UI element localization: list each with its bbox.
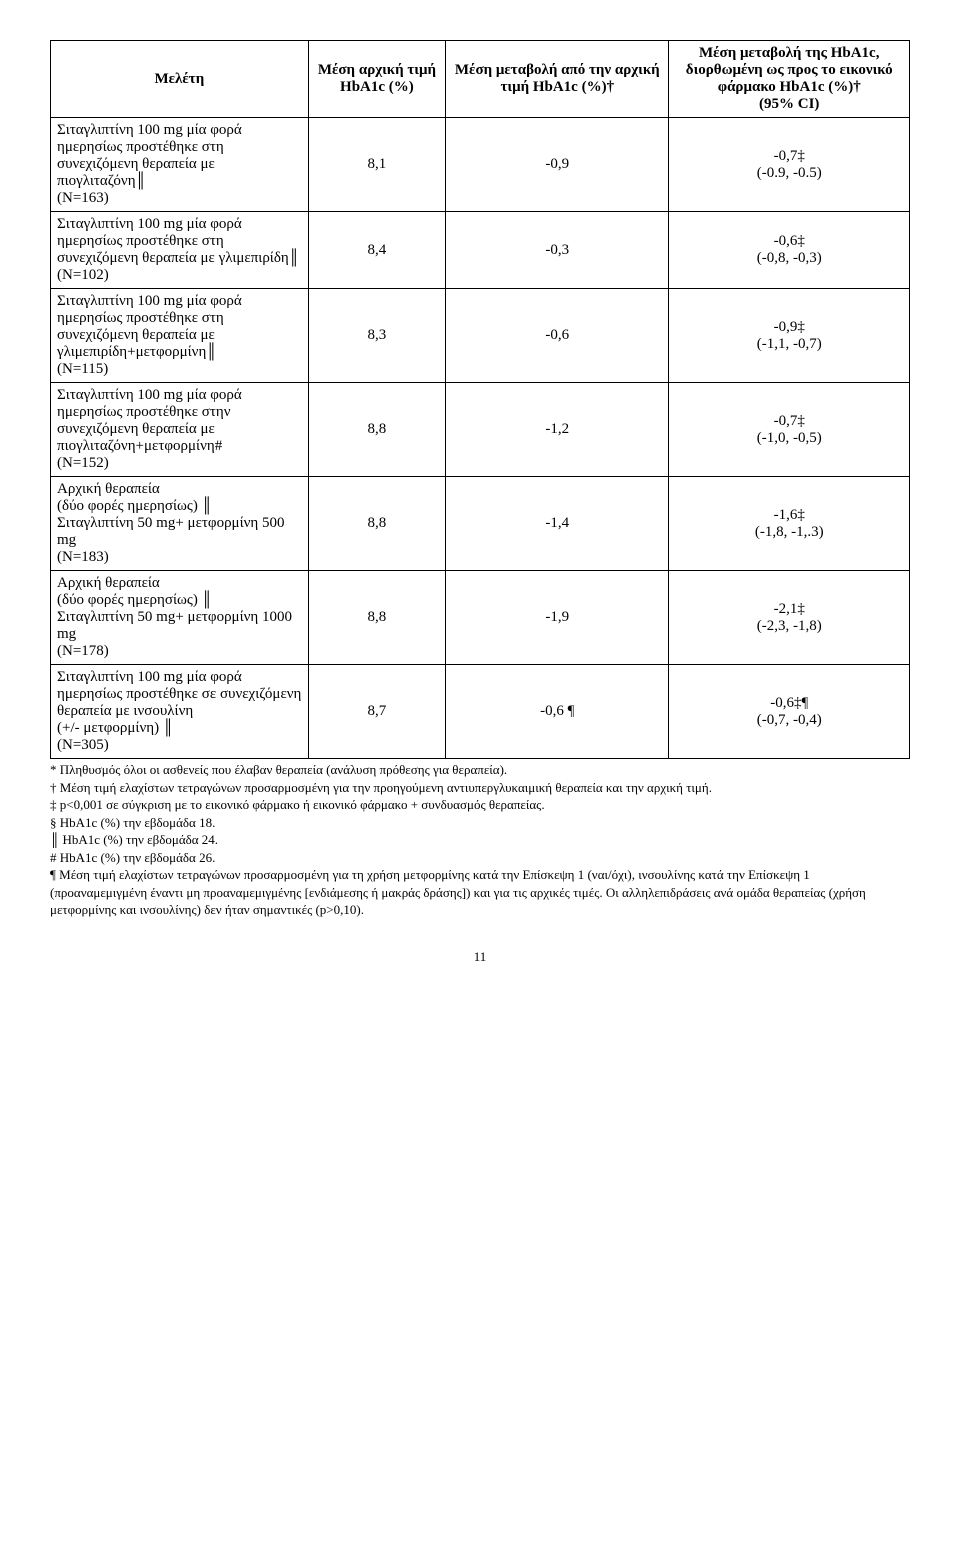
cell-corrected: -0,9‡(-1,1, -0,7) [669,289,910,383]
table-row: Σιταγλιπτίνη 100 mg μία φορά ημερησίως π… [51,665,910,759]
cell-study: Σιταγλιπτίνη 100 mg μία φορά ημερησίως π… [51,118,309,212]
cell-change: -1,4 [446,477,669,571]
page-number: 11 [50,949,910,965]
footnote-line: † Μέση τιμή ελαχίστων τετραγώνων προσαρμ… [50,779,910,797]
cell-study: Σιταγλιπτίνη 100 mg μία φορά ημερησίως π… [51,289,309,383]
table-row: Αρχική θεραπεία(δύο φορές ημερησίως) ║Σι… [51,477,910,571]
cell-change: -0,9 [446,118,669,212]
footnote-line: ║ HbA1c (%) την εβδομάδα 24. [50,831,910,849]
footnote-line: § HbA1c (%) την εβδομάδα 18. [50,814,910,832]
footnote-line: # HbA1c (%) την εβδομάδα 26. [50,849,910,867]
cell-study: Σιταγλιπτίνη 100 mg μία φορά ημερησίως π… [51,212,309,289]
table-row: Σιταγλιπτίνη 100 mg μία φορά ημερησίως π… [51,212,910,289]
table-row: Αρχική θεραπεία(δύο φορές ημερησίως) ║Σι… [51,571,910,665]
cell-baseline: 8,8 [308,477,445,571]
col-corrected-l1: Μέση μεταβολή της HbA1c, διορθωμένη ως π… [686,45,893,95]
cell-baseline: 8,8 [308,383,445,477]
col-change: Μέση μεταβολή από την αρχική τιμή HbA1c … [446,41,669,118]
table-row: Σιταγλιπτίνη 100 mg μία φορά ημερησίως π… [51,383,910,477]
footnote-line: ¶ Μέση τιμή ελαχίστων τετραγώνων προσαρμ… [50,866,910,919]
cell-change: -1,9 [446,571,669,665]
cell-change: -0,6 [446,289,669,383]
footnote-line: ‡ p<0,001 σε σύγκριση με το εικονικό φάρ… [50,796,910,814]
table-header-row: Μελέτη Μέση αρχική τιμή HbA1c (%) Μέση μ… [51,41,910,118]
cell-corrected: -0,7‡(-0.9, -0.5) [669,118,910,212]
cell-change: -0,6 ¶ [446,665,669,759]
cell-baseline: 8,4 [308,212,445,289]
table-row: Σιταγλιπτίνη 100 mg μία φορά ημερησίως π… [51,118,910,212]
cell-study: Αρχική θεραπεία(δύο φορές ημερησίως) ║Σι… [51,571,309,665]
cell-baseline: 8,3 [308,289,445,383]
footnote-line: * Πληθυσμός όλοι οι ασθενείς που έλαβαν … [50,761,910,779]
footnotes-block: * Πληθυσμός όλοι οι ασθενείς που έλαβαν … [50,761,910,919]
cell-study: Αρχική θεραπεία(δύο φορές ημερησίως) ║Σι… [51,477,309,571]
table-row: Σιταγλιπτίνη 100 mg μία φορά ημερησίως π… [51,289,910,383]
cell-corrected: -1,6‡(-1,8, -1,.3) [669,477,910,571]
col-study: Μελέτη [51,41,309,118]
cell-baseline: 8,1 [308,118,445,212]
cell-corrected: -0,7‡(-1,0, -0,5) [669,383,910,477]
col-corrected-l2: (95% CI) [759,96,819,112]
cell-study: Σιταγλιπτίνη 100 mg μία φορά ημερησίως π… [51,383,309,477]
cell-change: -0,3 [446,212,669,289]
cell-study: Σιταγλιπτίνη 100 mg μία φορά ημερησίως π… [51,665,309,759]
cell-corrected: -0,6‡(-0,8, -0,3) [669,212,910,289]
hba1c-table: Μελέτη Μέση αρχική τιμή HbA1c (%) Μέση μ… [50,40,910,759]
cell-corrected: -0,6‡¶(-0,7, -0,4) [669,665,910,759]
cell-corrected: -2,1‡(-2,3, -1,8) [669,571,910,665]
col-corrected: Μέση μεταβολή της HbA1c, διορθωμένη ως π… [669,41,910,118]
cell-baseline: 8,7 [308,665,445,759]
col-baseline: Μέση αρχική τιμή HbA1c (%) [308,41,445,118]
cell-baseline: 8,8 [308,571,445,665]
cell-change: -1,2 [446,383,669,477]
